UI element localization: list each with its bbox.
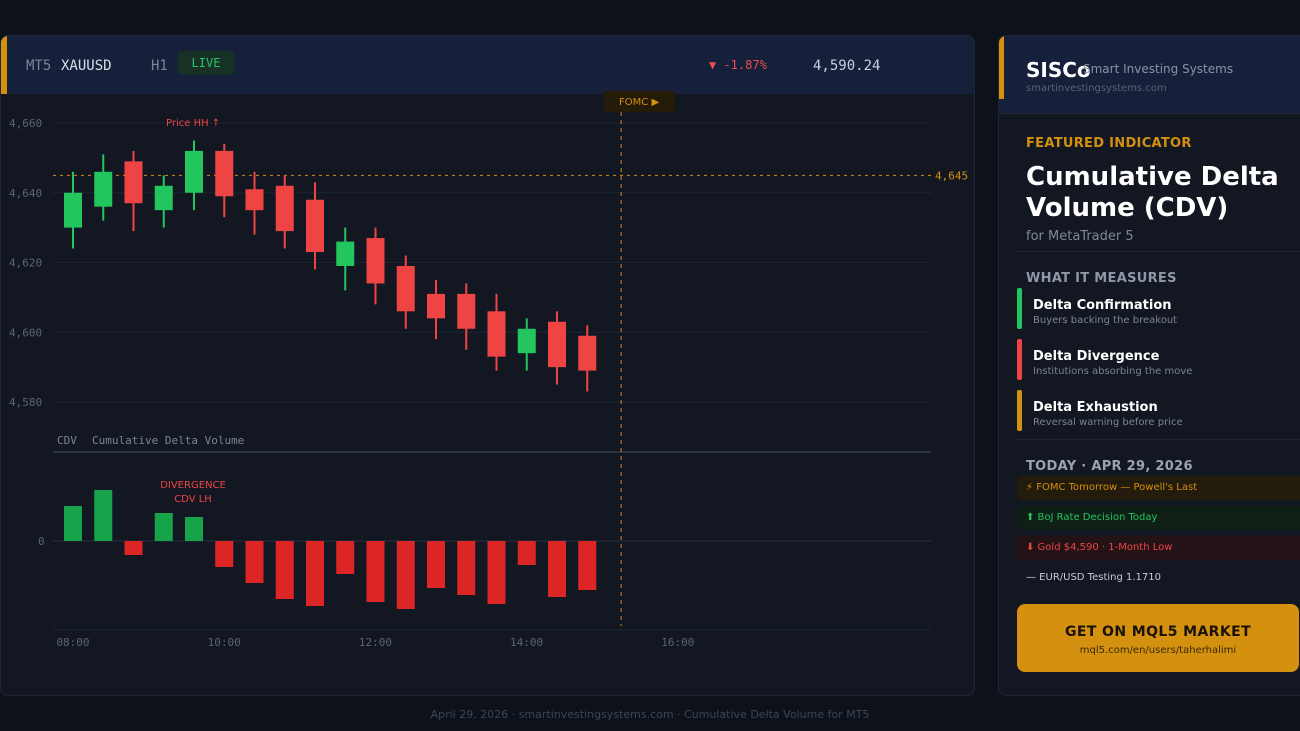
cdv-label: CDV <box>57 434 77 447</box>
live-badge: LIVE <box>178 51 234 75</box>
price-change: ▼ -1.87% <box>709 58 767 72</box>
cdv-bar-negative <box>245 541 264 583</box>
candle-down <box>457 293 476 329</box>
fomc-marker-badge <box>604 91 676 112</box>
sidebar: SISCo Smart Investing Systems smartinves… <box>998 35 1300 696</box>
cdv-bar-negative <box>548 541 566 597</box>
divider <box>1017 251 1300 252</box>
indicator-platform: for MetaTrader 5 <box>1026 229 1134 244</box>
cdv-bar-negative <box>396 541 415 609</box>
candle-down <box>306 199 324 253</box>
news-item-gold[interactable]: ⬇ Gold $4,590 · 1-Month Low <box>1017 536 1300 560</box>
measure-item-exhaustion: Delta Exhaustion Reversal warning before… <box>1017 390 1300 432</box>
chart-panel: MT5 XAUUSD H1 LIVE ▼ -1.87% 4,590.24 4,6… <box>0 35 975 696</box>
cdv-bar-negative <box>487 541 506 604</box>
candle-up <box>154 185 173 211</box>
measure-desc: Institutions absorbing the move <box>1033 366 1193 377</box>
current-price: 4,590.24 <box>813 58 881 74</box>
cdv-bar-positive <box>185 517 203 541</box>
cdv-title: Cumulative Delta Volume <box>92 434 244 447</box>
candle-down <box>548 321 566 368</box>
cdv-bar-negative <box>517 541 536 565</box>
measure-item-divergence: Delta Divergence Institutions absorbing … <box>1017 339 1300 381</box>
cdv-bar-negative <box>215 541 234 567</box>
header-accent-bar <box>1 36 7 94</box>
brand-logo[interactable]: SISCo <box>1026 58 1091 82</box>
cdv-bar-negative <box>366 541 385 602</box>
cdv-bar-negative <box>336 541 355 574</box>
candle-down <box>487 311 506 357</box>
cta-url: mql5.com/en/users/taherhalimi <box>1079 645 1237 656</box>
indicator-title: Cumulative Delta Volume (CDV) <box>1026 162 1279 223</box>
measure-title: Delta Confirmation <box>1033 298 1172 313</box>
cdv-bar-negative <box>306 541 324 606</box>
measure-title: Delta Exhaustion <box>1033 400 1158 415</box>
candle-up <box>64 192 82 228</box>
measure-color-bar <box>1017 288 1022 329</box>
candle-down <box>396 265 415 312</box>
brand-url[interactable]: smartinvestingsystems.com <box>1026 83 1167 94</box>
today-heading: TODAY · APR 29, 2026 <box>1026 459 1193 474</box>
measure-title: Delta Divergence <box>1033 349 1160 364</box>
brand-accent-bar <box>999 36 1004 99</box>
cdv-bar-positive <box>64 506 82 541</box>
x-tick-label: 10:00 <box>208 636 241 649</box>
candle-down <box>124 161 143 204</box>
candle-down <box>245 189 264 211</box>
measure-item-confirmation: Delta Confirmation Buyers backing the br… <box>1017 288 1300 330</box>
candle-up <box>185 150 203 193</box>
news-item-boj[interactable]: ⬆ BoJ Rate Decision Today <box>1017 506 1300 530</box>
platform-label: MT5 <box>26 58 52 74</box>
featured-label: FEATURED INDICATOR <box>1026 136 1192 151</box>
cdv-bar-negative <box>457 541 476 595</box>
y-tick-label: 4,600 <box>9 326 42 339</box>
fomc-marker-label: FOMC ▶ <box>619 97 659 108</box>
cta-label: GET ON MQL5 MARKET <box>1064 624 1252 640</box>
y-tick-label: 4,620 <box>9 257 42 270</box>
candle-down <box>578 335 597 371</box>
measures-heading: WHAT IT MEASURES <box>1026 271 1177 286</box>
price-chart[interactable]: 4,660 4,640 4,620 4,600 4,580 4,645 RES Price … <box>1 36 975 696</box>
get-on-mql5-button[interactable]: GET ON MQL5 MARKET mql5.com/en/users/tah… <box>1017 604 1299 672</box>
cdv-bar-negative <box>578 541 597 590</box>
x-tick-label: 16:00 <box>661 636 694 649</box>
price-hh-annotation: Price HH ↑ <box>166 118 220 129</box>
cdv-bar-positive <box>154 513 173 541</box>
divider <box>1017 439 1300 440</box>
candle-up <box>517 328 536 354</box>
cdv-bar-negative <box>124 541 143 555</box>
cdv-zero-label: 0 <box>38 535 45 548</box>
cdv-bar-negative <box>427 541 445 588</box>
y-tick-label: 4,580 <box>9 396 42 409</box>
cdv-bar-positive <box>94 490 113 541</box>
measure-desc: Buyers backing the breakout <box>1033 315 1178 326</box>
news-item-eurusd[interactable]: — EUR/USD Testing 1.1710 <box>1017 566 1300 590</box>
candle-up <box>336 241 355 266</box>
divergence-annotation: DIVERGENCE <box>160 480 226 491</box>
measure-color-bar <box>1017 390 1022 431</box>
measure-color-bar <box>1017 339 1022 380</box>
x-tick-label: 12:00 <box>359 636 392 649</box>
y-tick-label: 4,660 <box>9 117 42 130</box>
measure-desc: Reversal warning before price <box>1033 417 1183 428</box>
chart-header: MT5 XAUUSD H1 LIVE ▼ -1.87% 4,590.24 <box>1 36 974 94</box>
candle-down <box>275 185 294 232</box>
timeframe-label[interactable]: H1 <box>151 58 168 74</box>
footer: April 29, 2026 · smartinvestingsystems.c… <box>430 708 870 721</box>
x-tick-label: 14:00 <box>510 636 543 649</box>
candle-down <box>215 150 234 197</box>
candle-down <box>427 293 445 319</box>
candle-down <box>366 238 385 284</box>
resistance-label: 4,645 RES <box>935 169 975 182</box>
cdv-bar-negative <box>275 541 294 599</box>
y-tick-label: 4,640 <box>9 187 42 200</box>
x-tick-label: 08:00 <box>56 636 89 649</box>
symbol-label[interactable]: XAUUSD <box>61 58 112 74</box>
divergence-annotation: CDV LH <box>174 494 212 505</box>
brand-header: SISCo Smart Investing Systems smartinves… <box>999 36 1300 114</box>
news-item-fomc[interactable]: ⚡ FOMC Tomorrow — Powell's Last <box>1017 476 1300 500</box>
candle-up <box>94 171 113 207</box>
brand-tagline: Smart Investing Systems <box>1083 62 1234 76</box>
